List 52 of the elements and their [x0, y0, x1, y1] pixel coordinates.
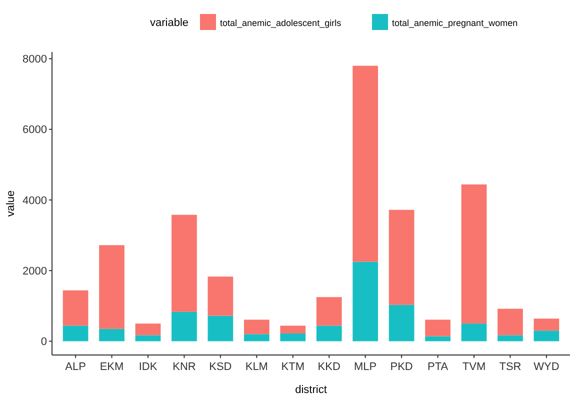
- legend-label: total_anemic_adolescent_girls: [220, 18, 342, 28]
- x-tick-label: KNR: [172, 361, 196, 373]
- x-tick-label: WYD: [534, 361, 560, 373]
- bar: [208, 316, 234, 342]
- y-tick-label: 4000: [22, 194, 47, 207]
- x-tick-label: KLM: [245, 361, 268, 373]
- bar: [461, 324, 487, 342]
- bar: [352, 66, 378, 262]
- y-tick-label: 0: [40, 336, 47, 348]
- bar: [316, 326, 342, 342]
- x-tick-label: KTM: [281, 361, 305, 373]
- bar: [135, 324, 161, 336]
- bar: [352, 262, 378, 342]
- bar: [388, 304, 414, 342]
- bar: [534, 330, 560, 342]
- bar: [99, 328, 124, 342]
- bar: [99, 245, 124, 329]
- y-tick-label: 6000: [22, 124, 47, 136]
- y-axis-title: value: [5, 190, 17, 217]
- bar: [244, 334, 270, 342]
- bar: [425, 320, 450, 336]
- bar: [280, 326, 306, 334]
- y-tick-label: 2000: [22, 265, 47, 278]
- bar: [461, 184, 487, 324]
- bar: [280, 333, 306, 342]
- x-tick-label: TVM: [462, 361, 486, 373]
- x-tick-label: TSR: [499, 361, 522, 373]
- bar: [244, 320, 270, 334]
- bar: [172, 214, 197, 312]
- legend-label: total_anemic_pregnant_women: [392, 18, 518, 28]
- x-tick-label: PTA: [427, 361, 449, 373]
- bar: [208, 276, 234, 316]
- bar: [388, 210, 414, 305]
- x-tick-label: ALP: [65, 361, 86, 373]
- x-tick-label: EKM: [100, 361, 124, 373]
- bar: [172, 312, 197, 342]
- bar: [316, 297, 342, 326]
- x-tick-label: KKD: [318, 361, 340, 373]
- bar: [534, 318, 560, 331]
- bar: [62, 326, 88, 342]
- bar: [498, 308, 523, 336]
- x-tick-label: IDK: [138, 361, 158, 373]
- bar: [498, 335, 523, 342]
- x-tick-label: KSD: [209, 361, 232, 373]
- x-axis-title: district: [295, 384, 327, 396]
- bar: [62, 290, 88, 326]
- legend-title: variable: [150, 17, 189, 29]
- y-tick-label: 8000: [22, 54, 47, 66]
- x-tick-label: MLP: [354, 361, 377, 373]
- bar: [425, 336, 450, 342]
- x-tick-label: PKD: [390, 361, 413, 373]
- bar: [135, 335, 161, 342]
